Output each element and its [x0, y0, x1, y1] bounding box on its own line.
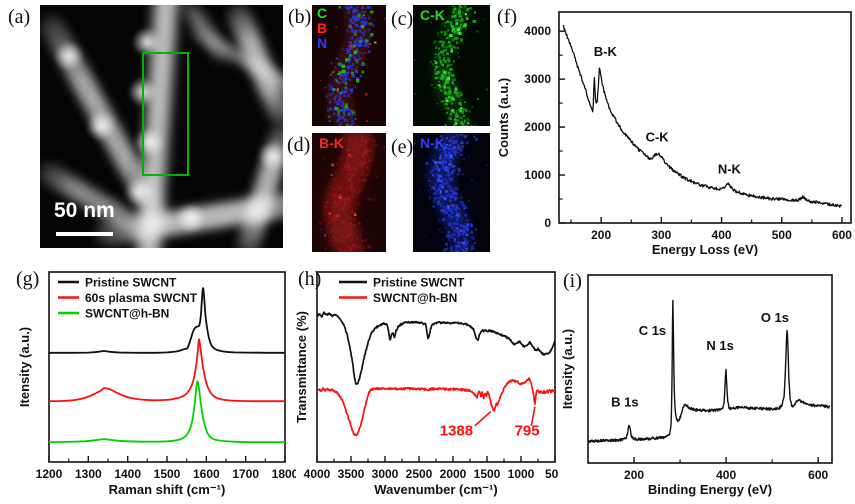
svg-text:600: 600	[808, 468, 828, 482]
map-label-c: C	[317, 5, 328, 21]
svg-text:Pristine SWCNT: Pristine SWCNT	[373, 276, 465, 290]
svg-text:N-K: N-K	[718, 162, 742, 177]
svg-text:2000: 2000	[440, 467, 467, 481]
svg-text:1600: 1600	[193, 467, 220, 481]
panel-a-label: (a)	[8, 6, 31, 28]
panel-h-label: (h)	[298, 268, 322, 290]
svg-text:1800: 1800	[272, 467, 296, 481]
svg-text:1400: 1400	[114, 467, 141, 481]
svg-text:1200: 1200	[36, 467, 63, 481]
bright-blob	[176, 203, 206, 233]
stem-image: 50 nm	[40, 5, 283, 248]
roi-rectangle	[142, 52, 189, 176]
svg-text:4000: 4000	[524, 24, 551, 38]
svg-text:60s plasma SWCNT: 60s plasma SWCNT	[85, 291, 198, 305]
svg-text:C-K: C-K	[646, 129, 670, 144]
scale-bar-label: 50 nm	[54, 199, 115, 222]
panel-f-label: (f)	[497, 6, 517, 28]
svg-text:SWCNT@h-BN: SWCNT@h-BN	[85, 307, 169, 321]
svg-text:Energy Loss (eV): Energy Loss (eV)	[652, 242, 758, 256]
map-label-n: N	[317, 35, 328, 51]
svg-text:1500: 1500	[474, 467, 501, 481]
map-label-bk: B-K	[319, 135, 344, 151]
svg-text:1000: 1000	[508, 467, 535, 481]
eds-map-nk-image	[413, 133, 490, 252]
bright-blob	[54, 41, 84, 71]
svg-text:Transmittance (%): Transmittance (%)	[296, 311, 309, 423]
svg-text:Binding Energy (eV): Binding Energy (eV)	[648, 482, 772, 497]
eds-map-nk: N-K	[413, 133, 490, 252]
svg-text:N 1s: N 1s	[706, 338, 733, 353]
svg-text:1300: 1300	[75, 467, 102, 481]
svg-text:Counts (a.u.): Counts (a.u.)	[496, 78, 511, 157]
eds-map-ck-image	[413, 5, 490, 126]
eels-chart: 200 300 400 500 600 0 1000 2000 3000 4000 Energy L…	[496, 11, 852, 256]
map-label-nk: N-K	[420, 135, 445, 151]
svg-text:Itensity (a.u.): Itensity (a.u.)	[562, 329, 575, 409]
scale-bar	[56, 232, 113, 236]
svg-text:200: 200	[624, 468, 644, 482]
bright-blob	[124, 177, 154, 207]
eds-map-composite-image	[312, 5, 386, 126]
svg-text:2000: 2000	[524, 120, 551, 134]
svg-text:SWCNT@h-BN: SWCNT@h-BN	[373, 291, 457, 305]
svg-text:200: 200	[591, 228, 611, 242]
svg-text:Wavenumber (cm⁻¹): Wavenumber (cm⁻¹)	[374, 482, 497, 497]
map-label-ck: C-K	[420, 7, 445, 23]
eds-map-ck: C-K	[413, 5, 490, 126]
eds-map-composite: C B N	[312, 5, 386, 126]
xps-chart: 200 400 600 Binding Energy (eV) Itensity (a.…	[562, 274, 833, 497]
svg-text:1388: 1388	[440, 422, 473, 439]
bright-blob	[86, 111, 116, 141]
svg-text:3500: 3500	[338, 467, 365, 481]
svg-text:300: 300	[651, 228, 671, 242]
svg-text:795: 795	[515, 422, 540, 439]
eds-map-bk: B-K	[312, 133, 386, 252]
svg-text:500: 500	[772, 228, 792, 242]
panel-g-label: (g)	[16, 268, 40, 290]
raman-chart: 1200 1300 1400 1500 1600 1700 1800 Raman shift …	[18, 271, 296, 497]
svg-text:1700: 1700	[232, 467, 259, 481]
svg-text:3000: 3000	[372, 467, 399, 481]
svg-text:400: 400	[716, 468, 736, 482]
svg-text:B 1s: B 1s	[611, 395, 638, 410]
panel-e-label: (e)	[391, 136, 414, 158]
svg-text:3000: 3000	[524, 72, 551, 86]
svg-text:2500: 2500	[406, 467, 433, 481]
svg-text:C 1s: C 1s	[639, 323, 666, 338]
svg-text:400: 400	[712, 228, 732, 242]
panel-d-label: (d)	[287, 134, 311, 156]
eds-map-bk-image	[312, 133, 386, 252]
svg-text:4000: 4000	[304, 467, 331, 481]
eds-map-composite-legend: C B N	[317, 6, 327, 51]
bright-blob	[134, 127, 164, 157]
panel-i-label: (i)	[563, 270, 582, 292]
ftir-chart: 4000 3500 3000 2500 2000 1500 1000 500 Wavenumbe…	[296, 271, 558, 497]
svg-text:Pristine SWCNT: Pristine SWCNT	[85, 276, 177, 290]
svg-text:1000: 1000	[524, 168, 551, 182]
svg-text:Itensity (a.u.): Itensity (a.u.)	[18, 327, 32, 407]
svg-text:1500: 1500	[154, 467, 181, 481]
panel-b-label: (b)	[288, 6, 312, 28]
svg-text:600: 600	[832, 228, 852, 242]
svg-text:Raman shift (cm⁻¹): Raman shift (cm⁻¹)	[109, 482, 226, 497]
svg-text:0: 0	[544, 216, 551, 230]
map-label-b: B	[317, 20, 328, 36]
svg-text:B-K: B-K	[594, 44, 618, 59]
bright-blob	[258, 141, 283, 171]
svg-text:O 1s: O 1s	[761, 310, 789, 325]
panel-c-label: (c)	[391, 8, 414, 30]
svg-text:500: 500	[545, 467, 558, 481]
